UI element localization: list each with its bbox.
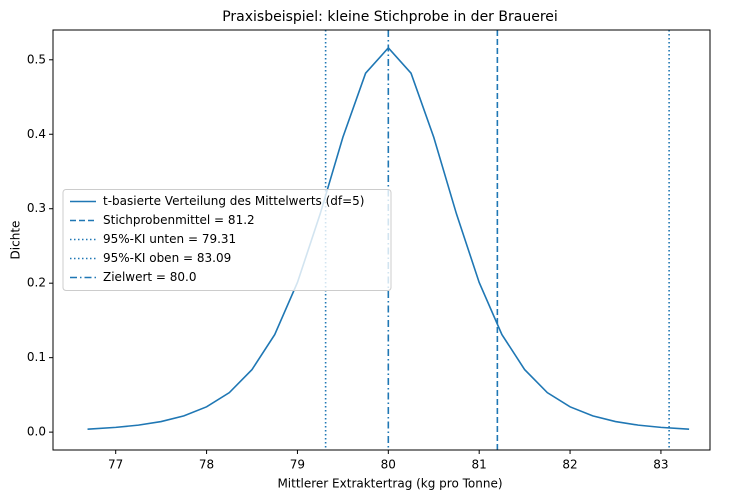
y-tick-label: 0.1 xyxy=(27,350,46,364)
x-tick-label: 83 xyxy=(653,458,668,472)
x-tick-label: 79 xyxy=(290,458,305,472)
x-axis-label: Mittlerer Extraktertrag (kg pro Tonne) xyxy=(277,477,502,491)
legend-label: 95%-KI unten = 79.31 xyxy=(103,232,236,246)
legend-box xyxy=(62,189,392,291)
y-tick-label: 0.4 xyxy=(27,127,46,141)
y-tick-label: 0.5 xyxy=(27,52,46,66)
x-tick-label: 82 xyxy=(562,458,577,472)
y-tick-label: 0.2 xyxy=(27,276,46,290)
legend-label: 95%-KI oben = 83.09 xyxy=(103,251,231,265)
legend-label: Stichprobenmittel = 81.2 xyxy=(103,213,255,227)
legend-label: Zielwert = 80.0 xyxy=(103,270,197,284)
plot-frame xyxy=(52,29,711,451)
x-tick-label: 77 xyxy=(108,458,123,472)
y-tick-label: 0.0 xyxy=(27,425,46,439)
y-tick-label: 0.3 xyxy=(27,201,46,215)
x-tick-label: 80 xyxy=(381,458,396,472)
chart-title: Praxisbeispiel: kleine Stichprobe in der… xyxy=(222,9,558,25)
legend-label: t-basierte Verteilung des Mittelwerts (d… xyxy=(103,194,364,208)
y-axis-label: Dichte xyxy=(9,221,23,260)
x-tick-label: 81 xyxy=(472,458,487,472)
x-tick-label: 78 xyxy=(199,458,214,472)
